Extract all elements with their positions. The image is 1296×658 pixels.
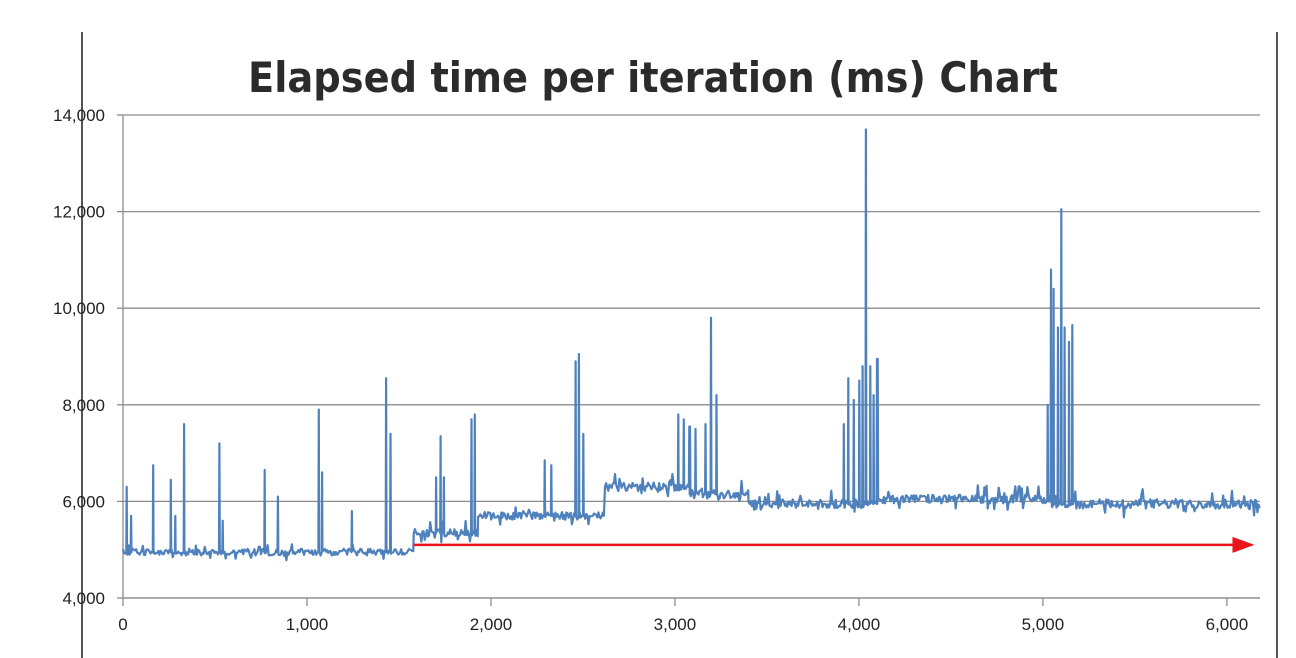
series-layer [121,128,1261,562]
y-tick-label: 10,000 [53,299,105,318]
grid-lines [117,114,1260,599]
x-tick-label: 0 [118,615,127,634]
x-tick-label: 5,000 [1022,615,1065,634]
x-tick-label: 6,000 [1206,615,1249,634]
x-tick-label: 3,000 [654,615,697,634]
x-axis-tick-labels: 0 1,000 2,000 3,000 4,000 5,000 6,000 [118,598,1248,634]
y-tick-label: 6,000 [62,492,105,511]
annotation-arrow-head [1232,536,1255,553]
y-tick-label: 4,000 [62,589,105,608]
x-tick-label: 4,000 [838,615,881,634]
y-tick-label: 14,000 [53,106,105,125]
axes [122,115,1260,599]
x-tick-label: 2,000 [470,615,513,634]
y-tick-label: 8,000 [62,396,105,415]
y-axis-tick-labels: 4,000 6,000 8,000 10,000 12,000 14,000 [53,106,105,608]
series-line-elapsed-time [121,128,1261,562]
x-tick-label: 1,000 [286,615,329,634]
chart-title: Elapsed time per iteration (ms) Chart [248,53,1058,102]
y-tick-label: 12,000 [53,203,105,222]
annotation-layer [413,536,1255,553]
